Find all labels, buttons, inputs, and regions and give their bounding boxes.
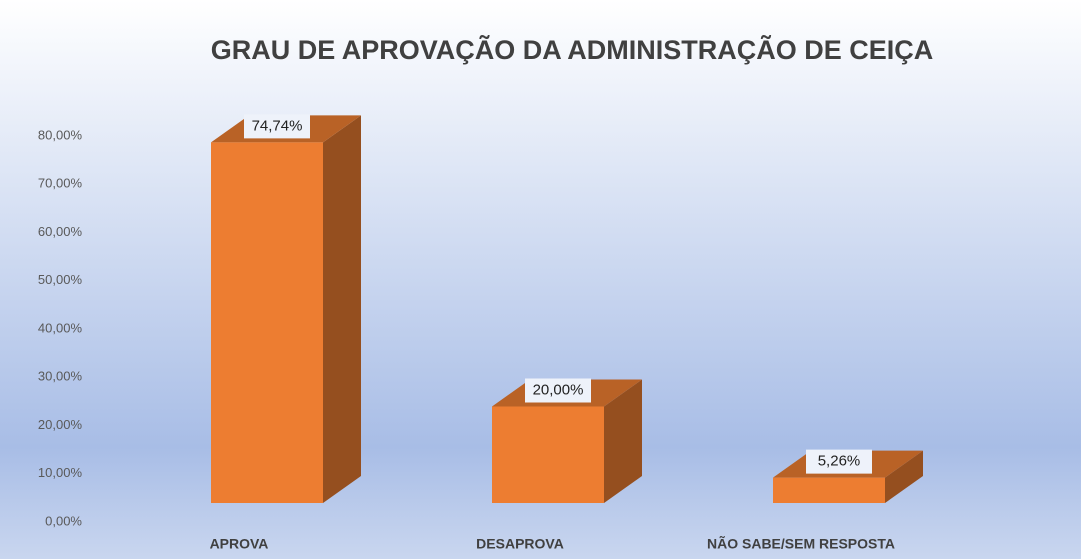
y-tick-label: 50,00%	[38, 272, 83, 287]
bar	[773, 477, 885, 503]
chart-title: GRAU DE APROVAÇÃO DA ADMINISTRAÇÃO DE CE…	[211, 34, 934, 65]
value-label: 5,26%	[818, 453, 861, 470]
x-tick-label: DESAPROVA	[476, 536, 564, 552]
y-tick-label: 60,00%	[38, 224, 83, 239]
value-label: 74,74%	[252, 117, 303, 134]
value-label-box	[806, 449, 872, 474]
bar-side	[885, 450, 923, 503]
y-tick-label: 80,00%	[38, 127, 83, 142]
bar-side	[604, 379, 642, 503]
value-label: 20,00%	[533, 381, 584, 398]
bar-side	[323, 115, 361, 503]
y-tick-label: 0,00%	[45, 513, 82, 528]
bar	[211, 142, 323, 503]
value-label-box	[244, 114, 310, 139]
x-tick-label: APROVA	[210, 536, 269, 552]
x-tick-label: NÃO SABE/SEM RESPOSTA	[707, 535, 895, 552]
y-tick-label: 70,00%	[38, 176, 83, 191]
bar	[492, 406, 604, 503]
y-tick-label: 40,00%	[38, 320, 83, 335]
y-tick-label: 30,00%	[38, 369, 83, 384]
y-tick-label: 20,00%	[38, 417, 83, 432]
value-label-box	[525, 378, 591, 403]
y-tick-label: 10,00%	[38, 465, 83, 480]
